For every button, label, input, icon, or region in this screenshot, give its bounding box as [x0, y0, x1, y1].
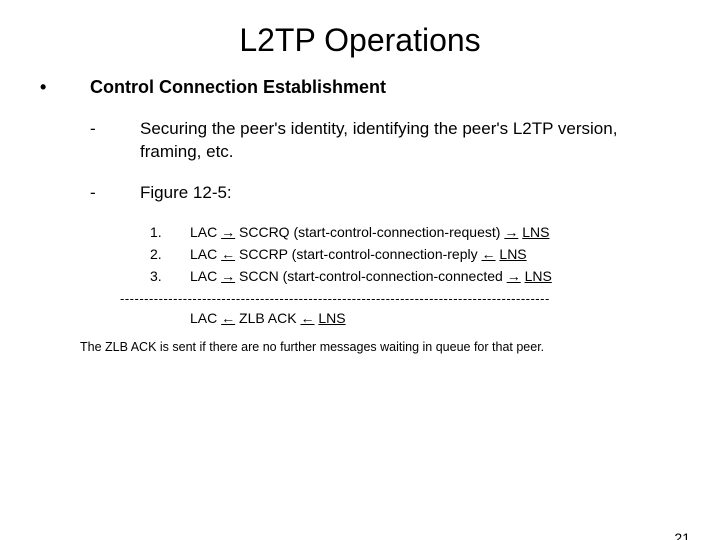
segment: SCCRQ (start-control-connection-request) — [235, 224, 504, 240]
segment: LAC — [190, 268, 221, 284]
arrow-icon: ← — [482, 246, 496, 262]
page-number: 21 — [674, 530, 690, 540]
step-text: LAC → SCCRQ (start-control-connection-re… — [190, 223, 549, 241]
arrow-icon: ← — [221, 310, 235, 326]
dash-item: - Figure 12-5: — [90, 182, 660, 205]
segment: LAC — [190, 246, 221, 262]
step-number: 3. — [150, 267, 190, 285]
dash-text: Securing the peer's identity, identifyin… — [140, 118, 660, 164]
step-text: LAC → SCCN (start-control-connection-con… — [190, 267, 552, 285]
step-number: 2. — [150, 245, 190, 263]
segment: LNS — [318, 310, 345, 326]
numbered-list: 1. LAC → SCCRQ (start-control-connection… — [150, 223, 680, 286]
segment: SCCRP (start-control-connection-reply — [235, 246, 481, 262]
dash-marker: - — [90, 118, 140, 164]
arrow-icon: ← — [300, 310, 314, 326]
zlb-line: LAC ← ZLB ACK ← LNS — [190, 310, 720, 326]
bullet-text: Control Connection Establishment — [90, 77, 386, 98]
list-item: 3. LAC → SCCN (start-control-connection-… — [150, 267, 680, 285]
segment: LNS — [499, 246, 526, 262]
step-number: 1. — [150, 223, 190, 241]
step-text: LAC ← SCCRP (start-control-connection-re… — [190, 245, 527, 263]
bullet-marker: • — [40, 77, 90, 98]
list-item: 2. LAC ← SCCRP (start-control-connection… — [150, 245, 680, 263]
arrow-icon: → — [504, 224, 518, 240]
arrow-icon: ← — [221, 246, 235, 262]
arrow-icon: → — [221, 268, 235, 284]
segment: LAC — [190, 310, 221, 326]
footnote-text: The ZLB ACK is sent if there are no furt… — [80, 340, 680, 354]
bullet-item: • Control Connection Establishment — [40, 77, 680, 98]
dash-text: Figure 12-5: — [140, 182, 232, 205]
dash-marker: - — [90, 182, 140, 205]
list-item: 1. LAC → SCCRQ (start-control-connection… — [150, 223, 680, 241]
segment: LNS — [525, 268, 552, 284]
segment: ZLB ACK — [235, 310, 300, 326]
arrow-icon: → — [507, 268, 521, 284]
segment: LNS — [522, 224, 549, 240]
dash-item: - Securing the peer's identity, identify… — [90, 118, 660, 164]
slide-title: L2TP Operations — [0, 22, 720, 59]
divider-line: ----------------------------------------… — [120, 291, 660, 306]
arrow-icon: → — [221, 224, 235, 240]
segment: SCCN (start-control-connection-connected — [235, 268, 507, 284]
segment: LAC — [190, 224, 221, 240]
